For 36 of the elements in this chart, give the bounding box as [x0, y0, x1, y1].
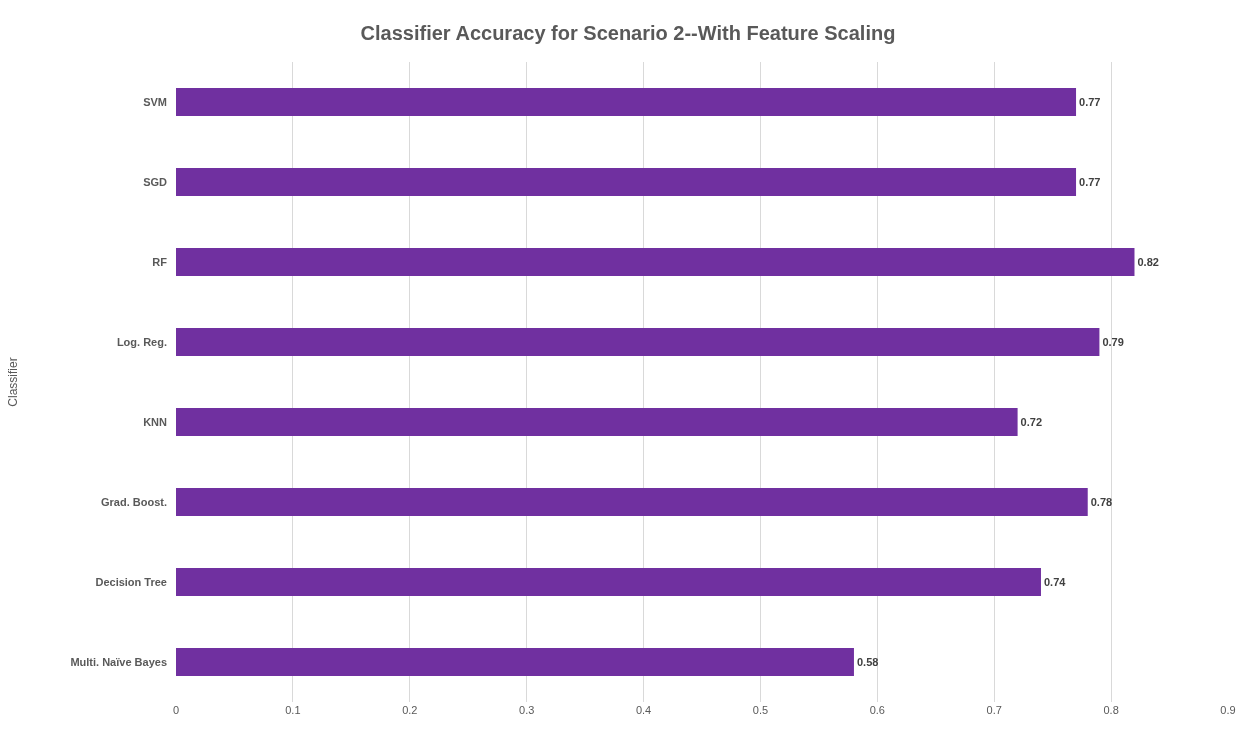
y-tick-label: SGD: [143, 175, 168, 188]
x-tick-label: 0.1: [285, 704, 301, 716]
data-label: 0.72: [1020, 416, 1043, 428]
x-tick-label: 0.6: [869, 704, 885, 716]
data-label: 0.82: [1137, 256, 1159, 268]
x-tick-label: 0.9: [1220, 704, 1236, 716]
data-label: 0.78: [1090, 496, 1113, 508]
data-label: 0.77: [1079, 176, 1101, 188]
bar: [176, 408, 1018, 436]
y-tick-label: KNN: [143, 415, 168, 428]
x-tick-label: 0.5: [752, 704, 769, 716]
bar: [176, 648, 854, 676]
bar: [176, 568, 1041, 596]
data-label: 0.74: [1043, 576, 1067, 588]
data-label: 0.79: [1102, 336, 1124, 348]
y-axis-title: Classifier: [5, 357, 20, 407]
data-label: 0.77: [1079, 96, 1101, 108]
bar: [176, 168, 1077, 196]
x-tick-label: 0.3: [519, 704, 535, 716]
x-tick-label: 0.4: [635, 704, 652, 716]
data-label: 0.58: [856, 656, 879, 668]
bar: [176, 88, 1077, 116]
y-tick-label: SVM: [143, 95, 167, 108]
x-tick-label: 0: [172, 704, 180, 716]
y-tick-label: RF: [152, 255, 168, 268]
x-tick-label: 0.8: [1103, 704, 1119, 716]
bar: [176, 248, 1135, 276]
y-tick-label: Log. Reg.: [116, 335, 167, 348]
x-tick-label: 0.2: [402, 704, 418, 716]
bar: [176, 328, 1100, 356]
chart-title: Classifier Accuracy for Scenario 2--With Feature Scaling: [360, 22, 896, 45]
y-tick-label: Grad. Boost.: [100, 495, 167, 508]
y-tick-label: Multi. Naïve Bayes: [70, 655, 167, 668]
x-tick-label: 0.7: [986, 704, 1002, 716]
y-tick-label: Decision Tree: [95, 575, 167, 588]
bar: [176, 488, 1088, 516]
